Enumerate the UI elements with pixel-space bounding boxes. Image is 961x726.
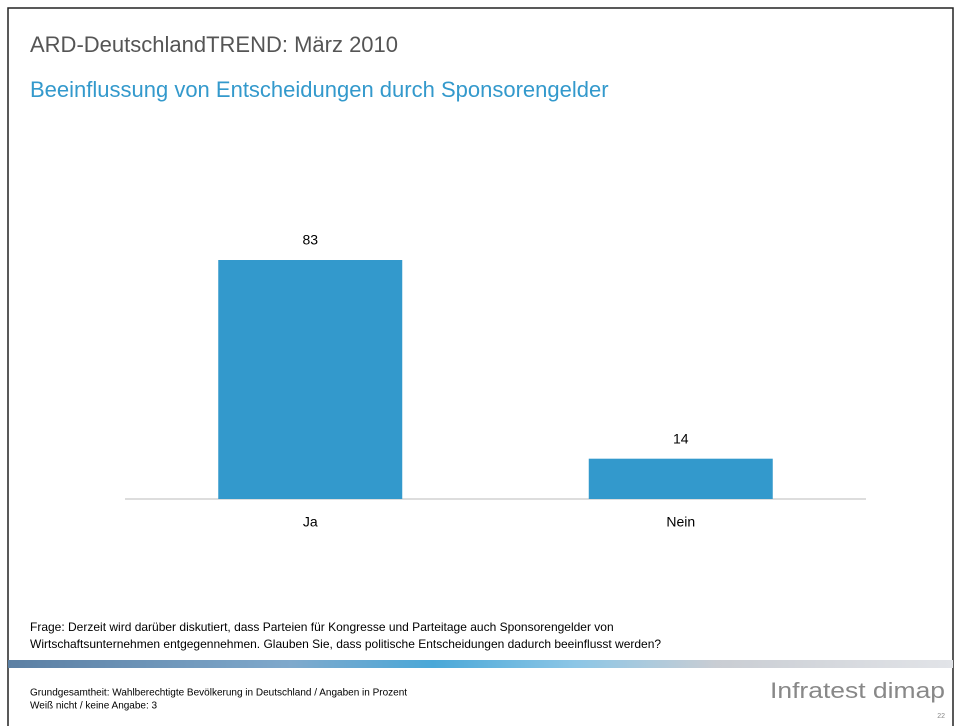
x-tick-label: Nein [666, 514, 695, 530]
page-number: 22 [937, 713, 945, 720]
slide-subtitle: Beeinflussung von Entscheidungen durch S… [30, 77, 609, 102]
question-line: Frage: Derzeit wird darüber diskutiert, … [30, 620, 614, 634]
x-tick-label: Ja [303, 514, 318, 530]
divider-band [8, 660, 953, 668]
bar [218, 260, 403, 499]
slide-frame [7, 7, 954, 726]
question-line: Wirtschaftsunternehmen entgegennehmen. G… [30, 637, 661, 651]
value-label: 14 [673, 430, 689, 446]
slide-title: ARD-DeutschlandTREND: März 2010 [30, 32, 398, 57]
bar [588, 458, 773, 499]
footnote-line: Weiß nicht / keine Angabe: 3 [30, 701, 158, 712]
logo: Infratest dimap [770, 678, 945, 703]
value-label: 83 [302, 232, 318, 248]
footnote-line: Grundgesamtheit: Wahlberechtigte Bevölke… [30, 688, 407, 699]
